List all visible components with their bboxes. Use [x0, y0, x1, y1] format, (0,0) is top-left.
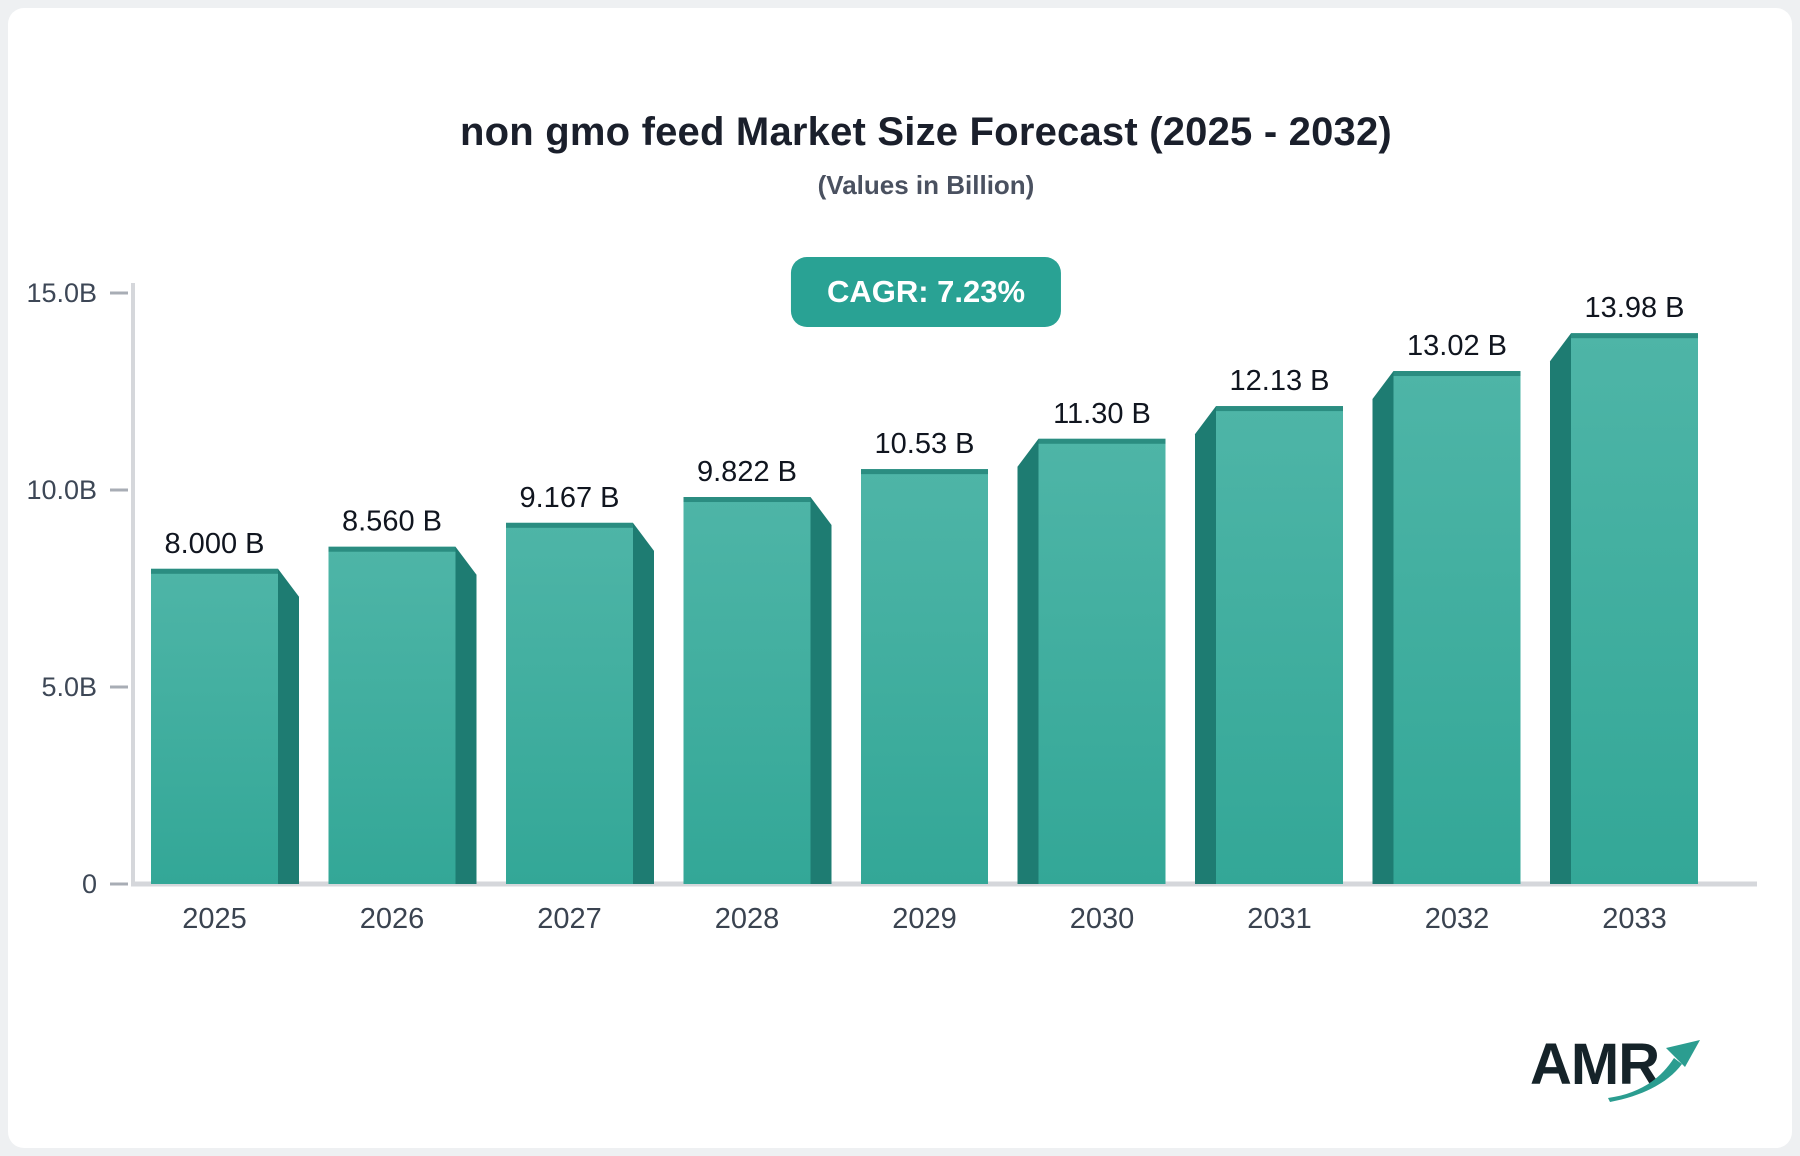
bar-value-label: 8.560 B	[342, 506, 442, 538]
x-axis-label: 2028	[715, 903, 780, 935]
bar-top-edge	[1216, 406, 1343, 412]
amr-logo-text: AMR	[1530, 1032, 1660, 1097]
x-axis-label: 2030	[1070, 903, 1135, 935]
bar-2030[interactable]: 11.30 B	[1017, 398, 1166, 884]
bar-top-edge	[1038, 438, 1166, 444]
bar-2027[interactable]: 9.167 B	[506, 482, 654, 884]
bar-main-face	[861, 469, 988, 884]
bar-side-face	[633, 522, 654, 884]
bar-value-label: 12.13 B	[1230, 365, 1330, 397]
bar-side-face	[1017, 438, 1039, 884]
x-axis-label: 2027	[537, 903, 602, 935]
bar-side-face	[810, 497, 832, 884]
bar-top-edge	[506, 522, 633, 528]
bar-2032[interactable]: 13.02 B	[1372, 330, 1521, 885]
bar-top-edge	[1571, 333, 1698, 339]
x-axis-label: 2032	[1425, 903, 1490, 935]
bar-2026[interactable]: 8.560 B	[328, 506, 477, 884]
bar-2025[interactable]: 8.000 B	[151, 528, 299, 884]
x-axis-label: 2029	[892, 903, 957, 935]
bar-value-label: 9.822 B	[697, 456, 797, 488]
bar-main-face	[1571, 333, 1698, 884]
x-axis-label: 2031	[1247, 903, 1312, 935]
chart-subtitle: (Values in Billion)	[817, 170, 1035, 200]
bar-side-face	[455, 546, 477, 884]
bar-top-edge	[683, 497, 811, 503]
y-axis-label: 5.0B	[41, 672, 97, 702]
y-axis-label: 0	[82, 869, 97, 899]
bar-top-edge	[1393, 371, 1521, 377]
x-axis-label: 2026	[360, 903, 425, 935]
bar-top-edge	[861, 469, 988, 475]
amr-logo: AMR	[1530, 1034, 1730, 1114]
bar-value-label: 10.53 B	[875, 428, 975, 460]
bar-2033[interactable]: 13.98 B	[1550, 292, 1698, 884]
y-axis-label: 10.0B	[26, 475, 97, 505]
bar-main-face	[683, 497, 811, 884]
bar-side-face	[1372, 371, 1394, 885]
bar-main-face	[1393, 371, 1521, 885]
bar-2028[interactable]: 9.822 B	[683, 456, 832, 884]
x-axis-label: 2033	[1602, 903, 1667, 935]
bar-value-label: 8.000 B	[165, 528, 265, 560]
bar-side-face	[1195, 406, 1216, 884]
bar-main-face	[1216, 406, 1343, 884]
bar-top-edge	[151, 568, 278, 574]
bar-side-face	[278, 568, 299, 884]
bar-main-face	[506, 522, 633, 884]
cagr-badge: CAGR: 7.23%	[790, 257, 1062, 327]
bar-main-face	[1038, 438, 1166, 884]
bar-2031[interactable]: 12.13 B	[1195, 365, 1343, 884]
bar-value-label: 13.98 B	[1585, 292, 1685, 324]
bar-side-face	[1550, 333, 1571, 884]
y-axis-label: 15.0B	[26, 278, 97, 308]
bar-2029[interactable]: 10.53 B	[861, 428, 988, 884]
bar-top-edge	[328, 546, 456, 552]
chart-title: non gmo feed Market Size Forecast (2025 …	[460, 110, 1392, 154]
x-axis-label: 2025	[182, 903, 247, 935]
growth-arrow-icon	[1608, 1040, 1700, 1102]
bar-value-label: 9.167 B	[520, 482, 620, 514]
bar-value-label: 11.30 B	[1053, 398, 1151, 430]
bar-main-face	[328, 546, 456, 884]
bar-value-label: 13.02 B	[1407, 330, 1507, 362]
bar-main-face	[151, 568, 278, 884]
